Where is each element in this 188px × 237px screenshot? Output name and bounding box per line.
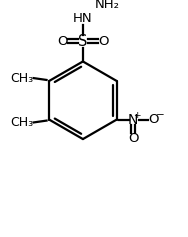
- Text: N: N: [128, 113, 138, 127]
- Text: −: −: [155, 110, 164, 120]
- Text: CH₃: CH₃: [10, 116, 33, 129]
- Text: CH₃: CH₃: [10, 72, 33, 85]
- Text: O: O: [98, 35, 108, 48]
- Text: O: O: [128, 132, 138, 145]
- Text: NH₂: NH₂: [94, 0, 119, 11]
- Text: O: O: [57, 35, 68, 48]
- Text: +: +: [133, 110, 141, 119]
- Text: S: S: [78, 34, 88, 49]
- Text: O: O: [148, 113, 159, 126]
- Text: HN: HN: [73, 13, 93, 25]
